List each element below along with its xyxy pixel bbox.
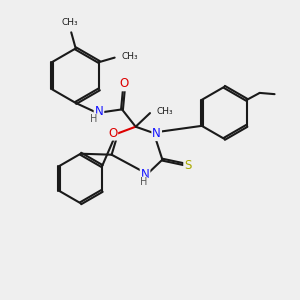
Text: O: O — [108, 127, 117, 140]
Text: CH₃: CH₃ — [122, 52, 138, 61]
Text: H: H — [90, 114, 98, 124]
Text: H: H — [140, 177, 147, 188]
Text: O: O — [119, 77, 129, 90]
Text: N: N — [94, 105, 103, 119]
Text: N: N — [141, 168, 149, 181]
Text: CH₃: CH₃ — [62, 18, 78, 27]
Text: S: S — [184, 159, 192, 172]
Text: CH₃: CH₃ — [157, 107, 174, 116]
Text: N: N — [152, 127, 161, 140]
